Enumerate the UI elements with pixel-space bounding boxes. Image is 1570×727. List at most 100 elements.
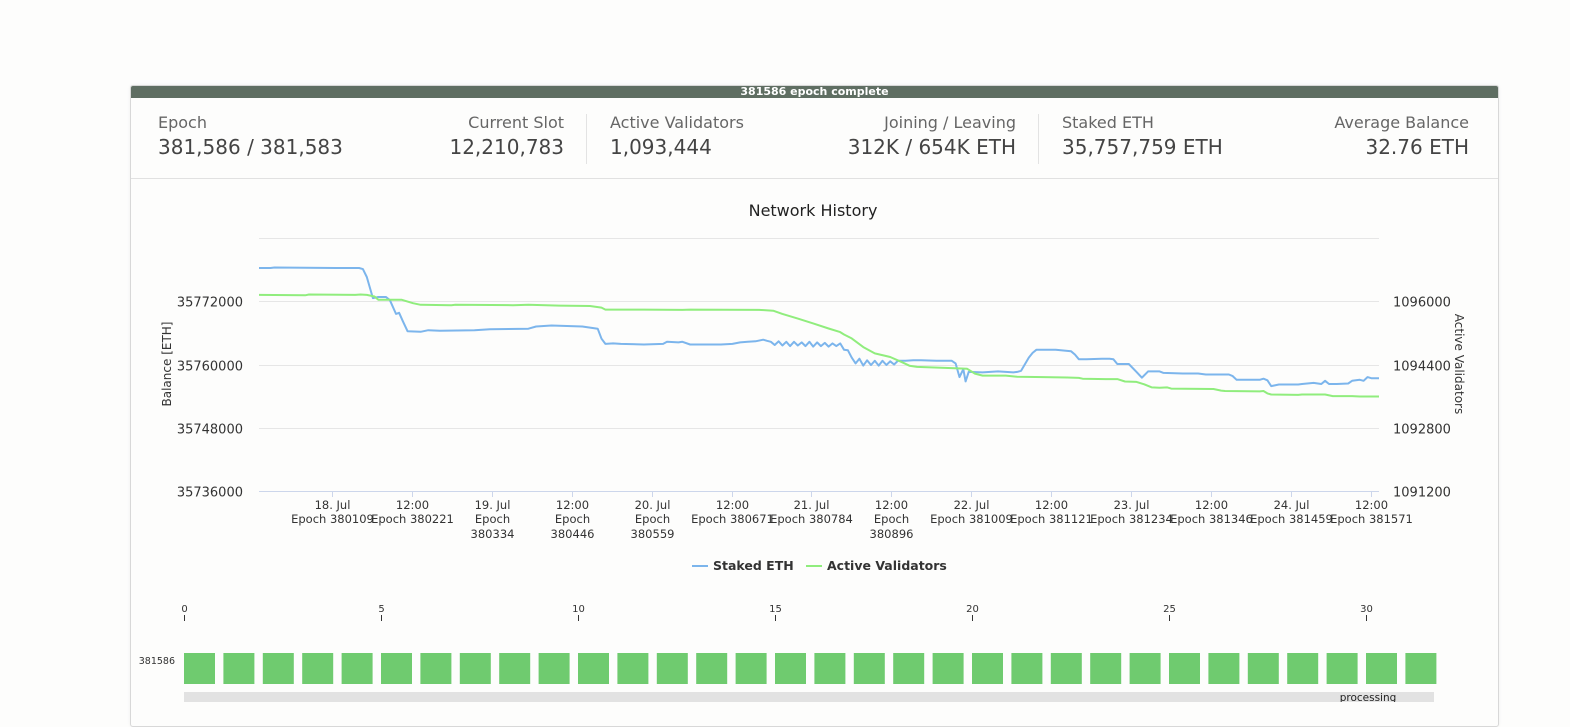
slot-cell[interactable] (578, 653, 609, 684)
slot-cell[interactable] (499, 653, 531, 684)
stat-current-slot: Current Slot 12,210,783 (449, 113, 564, 160)
slot-cell[interactable] (538, 653, 570, 684)
epoch-status-banner: 381586 epoch complete (131, 86, 1498, 98)
x-tick-epoch: Epoch (874, 512, 909, 526)
epoch-slot-grid: 0 5 10 15 20 25 30 381586 processing (139, 604, 1437, 702)
slot-cell[interactable] (420, 653, 452, 684)
slot-cell[interactable] (853, 653, 885, 684)
slot-axis-label: 30 (1360, 604, 1373, 615)
x-tick-epoch: Epoch 381234 (1090, 512, 1173, 526)
slot-cell[interactable] (223, 653, 255, 684)
x-tick-label: 12:00 (716, 498, 749, 512)
series-line-active-validators (258, 293, 1379, 398)
slot-cell[interactable] (1090, 653, 1122, 684)
slot-cell[interactable] (1129, 653, 1161, 684)
x-tick-label: 18. Jul (315, 498, 351, 512)
slot-axis-label: 25 (1163, 604, 1176, 615)
x-tick-epoch: Epoch 380671 (691, 512, 774, 526)
stat-divider (586, 114, 587, 164)
slot-cell[interactable] (1366, 653, 1397, 684)
stat-value: 1,093,444 (610, 135, 712, 159)
slot-cell[interactable] (1247, 653, 1279, 684)
x-tick-label: 12:00 (1195, 498, 1228, 512)
y2-axis-title: Active Validators (1452, 314, 1466, 414)
slot-cell[interactable] (696, 653, 728, 684)
stat-value: 381,586 / 381,583 (158, 135, 343, 159)
slot-cell[interactable] (341, 653, 373, 684)
y-tick-label: 35748000 (177, 423, 243, 438)
series-line-staked-eth (259, 266, 1379, 388)
y-tick-label: 35736000 (177, 486, 243, 501)
stat-label: Active Validators (610, 113, 744, 132)
slot-axis-label: 5 (378, 604, 384, 615)
stat-label: Staked ETH (1062, 113, 1154, 132)
x-tick-epoch: Epoch (475, 512, 510, 526)
stat-label: Average Balance (1334, 113, 1469, 132)
slot-cell[interactable] (1287, 653, 1319, 684)
slot-axis-label: 15 (769, 604, 782, 615)
x-tick-epoch: 380559 (631, 527, 675, 541)
slot-cell[interactable] (932, 653, 964, 684)
x-tick-label: 23. Jul (1114, 498, 1150, 512)
x-tick-epoch: Epoch 381121 (1010, 512, 1093, 526)
y2-tick-label: 1094400 (1393, 360, 1451, 375)
slot-cell[interactable] (184, 653, 215, 684)
x-tick-epoch: 380446 (551, 527, 595, 541)
y2-tick-label: 1096000 (1393, 296, 1451, 311)
x-tick-epoch: Epoch (555, 512, 590, 526)
slot-cell[interactable] (1050, 653, 1082, 684)
stat-active-validators: Active Validators 1,093,444 (610, 113, 744, 160)
network-history-chart: Network History 35736000 35748000 35760000 3… (160, 201, 1466, 573)
legend-item[interactable]: Active Validators (806, 558, 947, 573)
x-tick-epoch: Epoch (635, 512, 670, 526)
stats-row: Epoch 381,586 / 381,583 Current Slot 12,… (131, 98, 1498, 179)
slot-cell[interactable] (381, 653, 412, 684)
processing-label: processing (1340, 692, 1397, 702)
x-tick-epoch: Epoch 381459 (1250, 512, 1333, 526)
stat-average-balance: Average Balance 32.76 ETH (1334, 113, 1469, 160)
slot-row-label: 381586 (139, 656, 175, 667)
slot-axis-label: 0 (181, 604, 187, 615)
y-tick-label: 35772000 (177, 296, 243, 311)
x-tick-label: 12:00 (1355, 498, 1388, 512)
x-tick-epoch: Epoch 381346 (1170, 512, 1253, 526)
slot-cell[interactable] (814, 653, 846, 684)
x-tick-label: 12:00 (396, 498, 429, 512)
legend-label: Active Validators (827, 558, 947, 573)
x-tick-label: 12:00 (875, 498, 908, 512)
slot-cell[interactable] (735, 653, 767, 684)
x-tick-label: 22. Jul (954, 498, 990, 512)
slot-cell[interactable] (262, 653, 294, 684)
x-tick-label: 12:00 (1035, 498, 1068, 512)
x-tick-epoch: Epoch 380221 (371, 512, 454, 526)
slot-cell[interactable] (459, 653, 491, 684)
stat-value: 312K / 654K ETH (847, 135, 1016, 159)
legend-label: Staked ETH (713, 558, 794, 573)
slot-cell[interactable] (617, 653, 649, 684)
x-tick-epoch: Epoch 380784 (770, 512, 853, 526)
slot-cell[interactable] (972, 653, 1003, 684)
stat-value: 35,757,759 ETH (1062, 135, 1223, 159)
slot-cell[interactable] (1011, 653, 1043, 684)
x-tick-epoch: Epoch 381009 (930, 512, 1013, 526)
x-tick-label: 24. Jul (1274, 498, 1310, 512)
x-tick-label: 20. Jul (635, 498, 671, 512)
slot-cell[interactable] (1208, 653, 1240, 684)
x-tick-epoch: 380896 (870, 527, 914, 541)
legend-item[interactable]: Staked ETH (692, 558, 794, 573)
stat-staked-eth: Staked ETH 35,757,759 ETH (1062, 113, 1223, 160)
x-tick-label: 19. Jul (475, 498, 511, 512)
slot-cell[interactable] (1326, 653, 1358, 684)
stat-label: Current Slot (468, 113, 564, 132)
slot-cell[interactable] (893, 653, 925, 684)
x-tick-epoch: Epoch 380109 (291, 512, 374, 526)
stat-divider (1038, 114, 1039, 164)
y2-tick-label: 1092800 (1393, 423, 1451, 438)
slot-cell[interactable] (1169, 653, 1200, 684)
network-card: 381586 epoch complete Epoch 381,586 / 38… (130, 85, 1499, 727)
slot-cell[interactable] (775, 653, 806, 684)
slot-cell[interactable] (656, 653, 688, 684)
slot-cell[interactable] (1405, 653, 1437, 684)
stat-label: Joining / Leaving (884, 113, 1016, 132)
slot-cell[interactable] (302, 653, 334, 684)
